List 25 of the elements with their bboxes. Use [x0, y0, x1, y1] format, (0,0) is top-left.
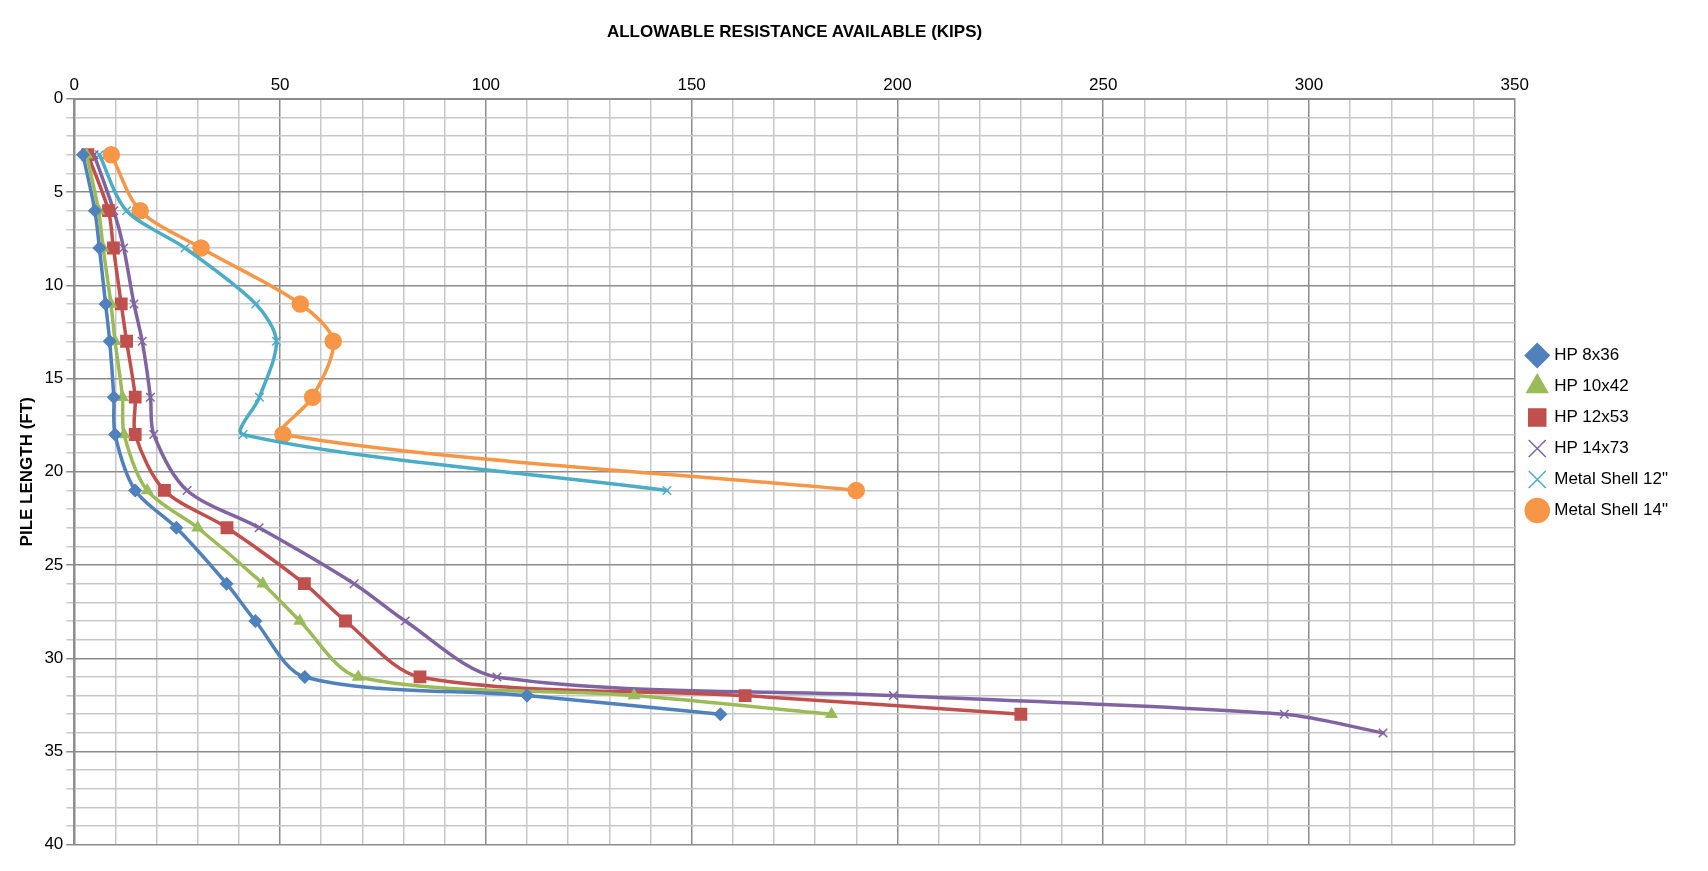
legend-label: HP 10x42 — [1554, 376, 1629, 396]
legend-label: Metal Shell 12" — [1554, 469, 1668, 489]
x-tick-label: 300 — [1294, 75, 1324, 95]
x-tick-label: 200 — [883, 75, 912, 95]
x-tick-label: 150 — [677, 75, 706, 95]
legend-label: Metal Shell 14" — [1554, 500, 1668, 520]
x-tick-label: 350 — [1500, 75, 1529, 95]
x-tick-label: 0 — [69, 75, 80, 95]
y-tick-label: 20 — [44, 461, 64, 481]
x-axis-title: ALLOWABLE RESISTANCE AVAILABLE (KIPS) — [606, 21, 983, 41]
y-tick-label: 0 — [53, 88, 64, 108]
legend-label: HP 12x53 — [1554, 407, 1629, 427]
y-tick-label: 40 — [44, 834, 64, 854]
y-tick-label: 35 — [44, 741, 64, 761]
legend-label: HP 8x36 — [1554, 345, 1620, 365]
y-tick-label: 5 — [53, 181, 64, 201]
y-tick-label: 30 — [44, 647, 64, 667]
y-axis-title: PILE LENGTH (FT) — [16, 397, 36, 547]
x-tick-label: 100 — [471, 75, 501, 95]
y-tick-label: 25 — [44, 554, 64, 574]
legend-label: HP 14x73 — [1554, 438, 1629, 458]
y-tick-label: 15 — [44, 368, 64, 388]
x-tick-label: 250 — [1089, 75, 1118, 95]
x-tick-label: 50 — [270, 75, 290, 95]
y-tick-label: 10 — [44, 274, 64, 294]
